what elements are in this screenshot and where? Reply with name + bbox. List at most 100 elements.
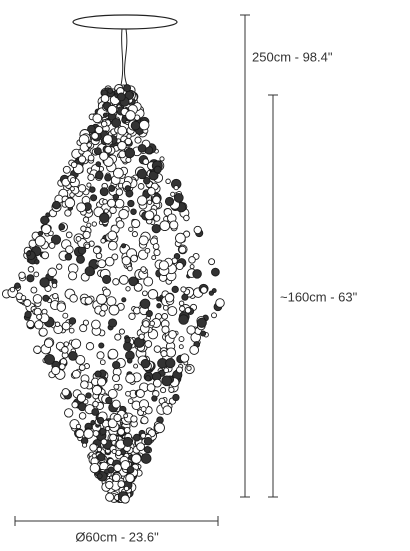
bead bbox=[86, 222, 92, 228]
bead bbox=[189, 345, 200, 355]
bead bbox=[65, 231, 73, 239]
bead bbox=[118, 328, 125, 335]
bead bbox=[183, 214, 190, 222]
bead bbox=[26, 251, 32, 257]
bead bbox=[215, 298, 225, 308]
bead bbox=[130, 415, 138, 423]
bead bbox=[147, 289, 159, 300]
bead bbox=[113, 463, 122, 472]
bead bbox=[76, 254, 85, 264]
bead bbox=[156, 296, 162, 302]
bead bbox=[105, 426, 111, 432]
bead bbox=[43, 338, 54, 348]
bead bbox=[26, 274, 35, 283]
bead bbox=[91, 132, 99, 140]
bead bbox=[86, 182, 92, 188]
bead bbox=[30, 286, 38, 294]
bead bbox=[173, 192, 184, 203]
bead bbox=[89, 186, 96, 193]
bead bbox=[121, 256, 131, 266]
bead bbox=[20, 295, 27, 301]
bead bbox=[34, 259, 40, 265]
bead bbox=[142, 320, 150, 328]
bead bbox=[170, 191, 176, 197]
bead bbox=[178, 336, 185, 343]
bead bbox=[138, 333, 145, 340]
bead bbox=[100, 303, 109, 312]
bead bbox=[164, 196, 175, 206]
bead bbox=[120, 494, 130, 504]
bead bbox=[111, 399, 121, 409]
bead bbox=[14, 282, 21, 289]
bead bbox=[89, 443, 98, 452]
bead bbox=[175, 261, 184, 271]
bead bbox=[68, 317, 77, 325]
bead bbox=[142, 158, 150, 166]
bead bbox=[186, 365, 192, 371]
bead bbox=[91, 385, 103, 396]
bead bbox=[36, 313, 43, 320]
bead bbox=[91, 453, 97, 459]
bead bbox=[151, 255, 157, 261]
bead bbox=[127, 398, 134, 404]
bead bbox=[133, 282, 143, 292]
bead bbox=[71, 369, 81, 379]
bead bbox=[144, 210, 155, 221]
bead bbox=[200, 330, 207, 337]
bead bbox=[112, 193, 120, 201]
bead bbox=[102, 134, 113, 145]
total-height-label: 250cm - 98.4" bbox=[252, 49, 333, 64]
bead bbox=[152, 378, 162, 388]
bead bbox=[143, 276, 154, 287]
bead bbox=[159, 220, 171, 232]
bead bbox=[107, 198, 116, 208]
bead bbox=[140, 416, 149, 425]
bead bbox=[115, 188, 124, 196]
bead bbox=[102, 274, 112, 284]
bead bbox=[153, 345, 162, 353]
bead bbox=[178, 300, 185, 307]
bead bbox=[69, 294, 78, 303]
bead bbox=[82, 319, 89, 326]
bead bbox=[140, 266, 147, 273]
bead bbox=[137, 183, 145, 190]
bead bbox=[87, 154, 95, 162]
bead bbox=[34, 235, 46, 247]
bead bbox=[189, 264, 195, 270]
bead bbox=[71, 401, 79, 409]
bead bbox=[128, 312, 136, 320]
bead bbox=[100, 120, 108, 128]
bead bbox=[128, 276, 139, 287]
bead bbox=[123, 413, 129, 419]
bead bbox=[117, 480, 126, 488]
bead bbox=[192, 269, 202, 279]
bead bbox=[140, 298, 151, 309]
bead bbox=[107, 348, 119, 360]
bead bbox=[173, 185, 179, 191]
bead bbox=[132, 433, 141, 442]
bead bbox=[105, 396, 113, 405]
bead bbox=[130, 254, 138, 263]
bead bbox=[42, 294, 50, 302]
bead bbox=[123, 426, 131, 434]
bead bbox=[85, 342, 95, 351]
bead bbox=[76, 202, 87, 213]
bead bbox=[18, 271, 26, 279]
bead bbox=[82, 442, 88, 448]
bead bbox=[96, 446, 102, 453]
bead bbox=[131, 453, 142, 464]
bead bbox=[33, 345, 42, 354]
bead bbox=[95, 170, 104, 180]
bead bbox=[146, 199, 153, 205]
bead bbox=[64, 209, 72, 217]
bead bbox=[61, 321, 71, 331]
bead bbox=[108, 318, 118, 328]
bead bbox=[162, 304, 169, 311]
bead bbox=[211, 312, 217, 319]
bead bbox=[125, 110, 136, 121]
bead bbox=[64, 197, 76, 209]
bead bbox=[58, 363, 66, 371]
bead bbox=[102, 198, 108, 205]
bead bbox=[94, 370, 102, 378]
bead bbox=[98, 342, 105, 349]
